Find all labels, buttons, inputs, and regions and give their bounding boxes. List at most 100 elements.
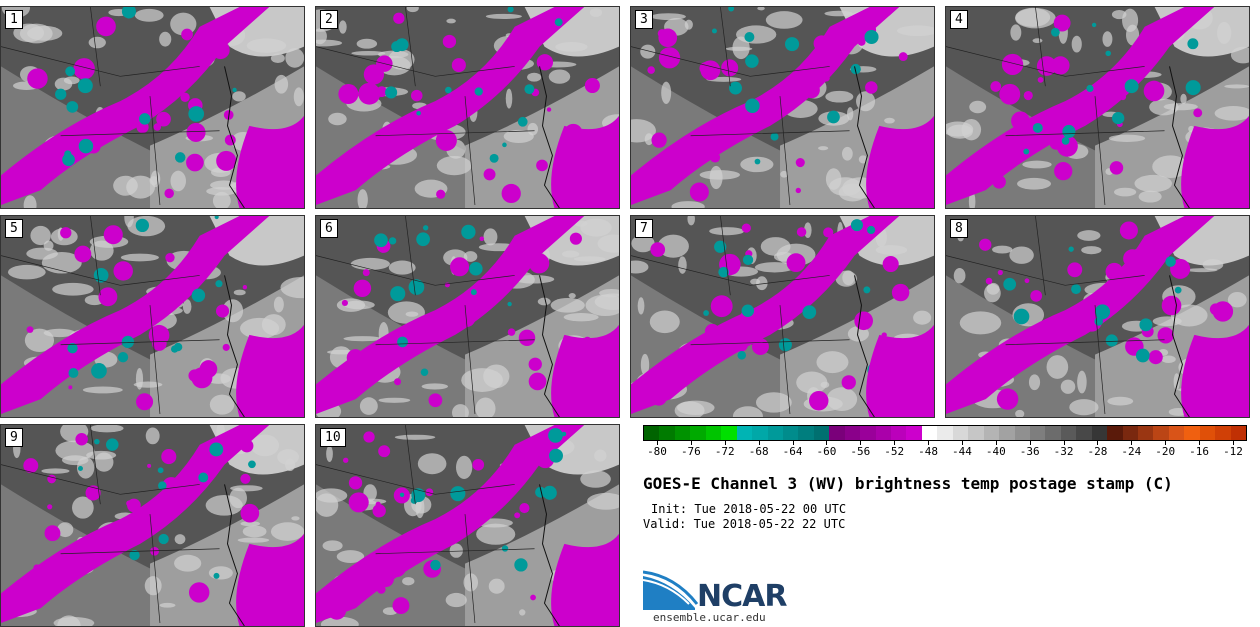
colorbar-segment: [921, 426, 938, 440]
colorbar-segment: [1045, 426, 1061, 440]
colorbar-segment: [1184, 426, 1200, 440]
colorbar-segment: [829, 426, 845, 440]
colorbar-segment: [736, 426, 753, 440]
colorbar-tick-mark: [1233, 441, 1234, 445]
member-label: 3: [635, 10, 653, 29]
colorbar-tick-label: -72: [714, 445, 735, 458]
colorbar-segment: [844, 426, 861, 440]
water-vapor-map: [631, 216, 934, 417]
stamp-panel: 4: [945, 6, 1250, 209]
member-label: 2: [320, 10, 338, 29]
colorbar-tick-label: -12: [1223, 445, 1243, 458]
water-vapor-map: [946, 7, 1249, 208]
colorbar-segment: [705, 426, 722, 440]
colorbar-tick-mark: [1131, 441, 1133, 445]
colorbar-segment: [1107, 426, 1123, 440]
colorbar-tick-mark: [860, 441, 862, 445]
colorbar-tick-mark: [826, 441, 828, 445]
water-vapor-map: [316, 216, 619, 417]
member-label: 10: [320, 428, 346, 447]
water-vapor-map: [316, 425, 619, 626]
colorbar-tick-label: -76: [680, 445, 701, 458]
water-vapor-map: [631, 7, 934, 208]
colorbar-tick-label: -16: [1189, 445, 1210, 458]
colorbar-segment: [1215, 426, 1231, 440]
colorbar-segment: [1199, 426, 1216, 440]
colorbar-segment: [1091, 426, 1108, 440]
colorbar-ticks: -80 -76 -72 -68 -64 -60 -56 -52 -48 -44 -40 -36 -32-…: [643, 441, 1247, 461]
colorbar-segment: [767, 426, 783, 440]
colorbar-tick-label: -80: [647, 445, 667, 458]
colorbar-tick-label: -52: [884, 445, 905, 458]
colorbar-segment: [906, 426, 922, 440]
colorbar-segment: [752, 426, 768, 440]
colorbar-segment: [983, 426, 1000, 440]
colorbar-segment: [721, 426, 737, 440]
colorbar-tick-label: -56: [850, 445, 871, 458]
colorbar-segment: [860, 426, 876, 440]
member-label: 5: [5, 219, 23, 238]
colorbar-segment: [937, 426, 953, 440]
colorbar: [643, 425, 1247, 441]
colorbar-segment: [1060, 426, 1077, 440]
water-vapor-map: [1, 425, 304, 626]
figure-title: GOES-E Channel 3 (WV) brightness temp po…: [643, 474, 1173, 493]
colorbar-tick-mark: [1199, 441, 1201, 445]
colorbar-tick-mark: [690, 441, 692, 445]
init-time: Init: Tue 2018-05-22 00 UTC: [651, 502, 847, 516]
colorbar-segment: [690, 426, 706, 440]
member-label: 9: [5, 428, 23, 447]
colorbar-segment: [1029, 426, 1046, 440]
colorbar-tick-label: -68: [748, 445, 769, 458]
colorbar-segment: [798, 426, 814, 440]
stamp-panel: 5: [0, 215, 305, 418]
colorbar-tick-mark: [657, 441, 658, 445]
colorbar-tick-mark: [1165, 441, 1167, 445]
colorbar-tick-mark: [961, 441, 963, 445]
colorbar-tick-mark: [995, 441, 997, 445]
colorbar-tick-mark: [792, 441, 794, 445]
colorbar-segment: [1230, 426, 1247, 440]
stamp-panel: 3: [630, 6, 935, 209]
colorbar-segment: [813, 426, 830, 440]
colorbar-segment: [1076, 426, 1092, 440]
colorbar-tick-mark: [758, 441, 760, 445]
member-label: 4: [950, 10, 968, 29]
stamp-panel: 9: [0, 424, 305, 627]
colorbar-tick-label: -36: [1019, 445, 1040, 458]
colorbar-segment: [1153, 426, 1169, 440]
colorbar-segment: [999, 426, 1015, 440]
colorbar-tick-mark: [928, 441, 930, 445]
colorbar-tick-label: -32: [1053, 445, 1074, 458]
water-vapor-map: [316, 7, 619, 208]
member-label: 8: [950, 219, 968, 238]
member-label: 7: [635, 219, 653, 238]
water-vapor-map: [1, 216, 304, 417]
stamp-panel: 8: [945, 215, 1250, 418]
colorbar-tick-mark: [1029, 441, 1031, 445]
colorbar-tick-mark: [1097, 441, 1099, 445]
stamp-panel: 2: [315, 6, 620, 209]
colorbar-segment: [952, 426, 969, 440]
stamp-panel: 6: [315, 215, 620, 418]
valid-time: Valid: Tue 2018-05-22 22 UTC: [643, 517, 846, 531]
water-vapor-map: [946, 216, 1249, 417]
colorbar-tick-label: -44: [952, 445, 972, 458]
ncar-logo-text: NCAR: [697, 579, 787, 614]
colorbar-tick-mark: [1063, 441, 1065, 445]
colorbar-tick-label: -28: [1087, 445, 1108, 458]
colorbar-segment: [782, 426, 799, 440]
colorbar-segment: [968, 426, 984, 440]
colorbar-tick-label: -20: [1155, 445, 1176, 458]
colorbar-segment: [1014, 426, 1030, 440]
stamp-panel: 7: [630, 215, 935, 418]
colorbar-tick-label: -48: [918, 445, 938, 458]
stamp-panel: 1: [0, 6, 305, 209]
colorbar-segment: [1138, 426, 1154, 440]
colorbar-tick-label: -60: [816, 445, 837, 458]
colorbar-tick-label: -64: [782, 445, 803, 458]
colorbar-tick-mark: [894, 441, 896, 445]
member-label: 6: [320, 219, 338, 238]
colorbar-segment: [1122, 426, 1138, 440]
member-label: 1: [5, 10, 23, 29]
